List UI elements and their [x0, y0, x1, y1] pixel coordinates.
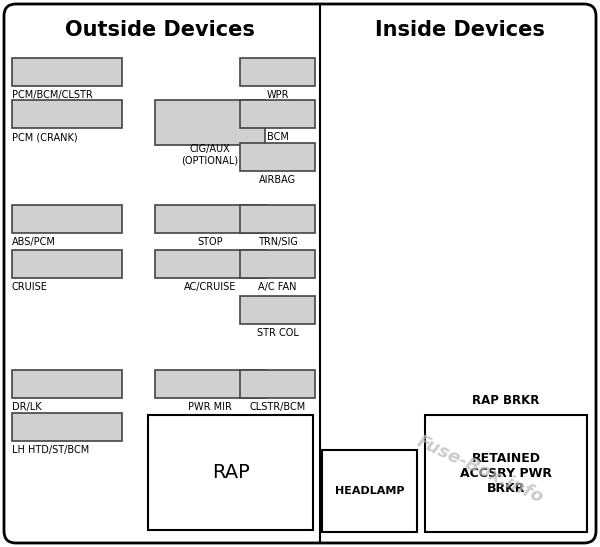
Bar — [425, 415, 587, 532]
Bar — [155, 205, 265, 233]
Bar — [240, 370, 315, 398]
Text: Inside Devices: Inside Devices — [375, 20, 545, 40]
FancyBboxPatch shape — [4, 4, 596, 543]
Text: CLSTR/BCM: CLSTR/BCM — [250, 402, 305, 412]
Bar — [12, 370, 122, 398]
Bar — [12, 58, 122, 86]
Bar — [240, 205, 315, 233]
Bar — [155, 100, 265, 145]
Bar — [240, 100, 315, 128]
Bar — [12, 205, 122, 233]
Text: CIG/AUX
(OPTIONAL): CIG/AUX (OPTIONAL) — [181, 144, 239, 166]
Text: WPR: WPR — [266, 90, 289, 100]
Text: HEADLAMP: HEADLAMP — [335, 486, 404, 496]
Text: Fuse-Box.info: Fuse-Box.info — [414, 433, 546, 507]
Text: RETAINED
ACCSRY PWR
BRKR: RETAINED ACCSRY PWR BRKR — [460, 452, 552, 495]
Text: DR/LK: DR/LK — [12, 402, 41, 412]
Bar — [322, 450, 417, 532]
Bar — [155, 250, 265, 278]
Text: TRN/SIG: TRN/SIG — [257, 237, 298, 247]
Text: CRUISE: CRUISE — [12, 282, 48, 292]
Bar — [240, 296, 315, 324]
Text: BCM: BCM — [266, 132, 289, 142]
Bar — [12, 250, 122, 278]
Text: PCM (CRANK): PCM (CRANK) — [12, 132, 77, 142]
Bar — [148, 415, 313, 530]
Text: STR COL: STR COL — [257, 328, 298, 338]
Bar — [155, 370, 265, 398]
Bar — [12, 413, 122, 441]
Bar — [240, 58, 315, 86]
Text: Outside Devices: Outside Devices — [65, 20, 255, 40]
Text: AC/CRUISE: AC/CRUISE — [184, 282, 236, 292]
Text: A/C FAN: A/C FAN — [258, 282, 297, 292]
Bar — [240, 250, 315, 278]
Text: STOP: STOP — [197, 237, 223, 247]
Text: PWR MIR: PWR MIR — [188, 402, 232, 412]
Text: RAP: RAP — [212, 463, 250, 482]
Text: PCM/BCM/CLSTR: PCM/BCM/CLSTR — [12, 90, 93, 100]
Text: AIRBAG: AIRBAG — [259, 175, 296, 185]
Text: RAP BRKR: RAP BRKR — [472, 394, 539, 407]
Text: ABS/PCM: ABS/PCM — [12, 237, 56, 247]
Text: LH HTD/ST/BCM: LH HTD/ST/BCM — [12, 445, 89, 455]
Bar — [12, 100, 122, 128]
Bar — [240, 143, 315, 171]
